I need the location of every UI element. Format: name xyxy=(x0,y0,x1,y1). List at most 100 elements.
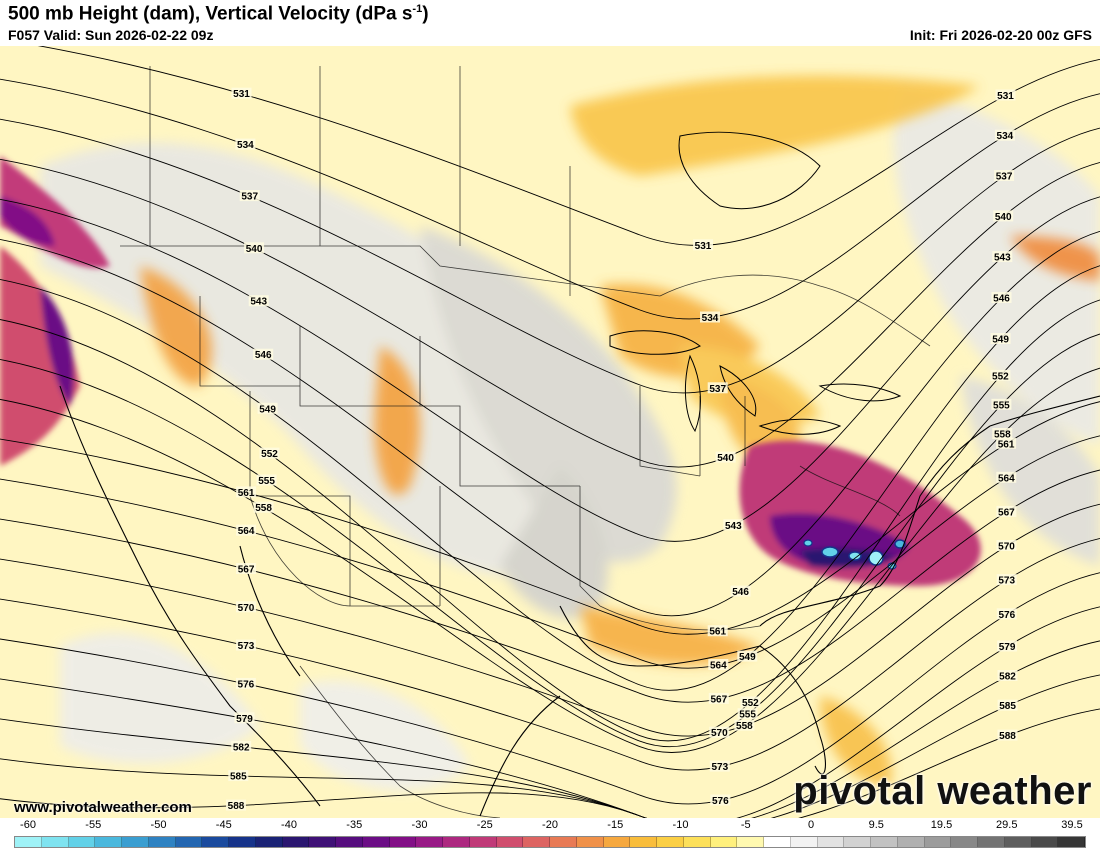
header: 500 mb Height (dam), Vertical Velocity (… xyxy=(0,0,1100,46)
contour-label-564: 564 xyxy=(710,661,727,672)
colorbar-swatch xyxy=(389,837,417,847)
map-panel[interactable]: 531 531 531 534 534 534 537 537 537 540 540 540 543 5… xyxy=(0,46,1100,818)
colorbar-swatch xyxy=(1004,837,1032,847)
contour-label-534: 534 xyxy=(237,140,254,151)
contour-label-bg xyxy=(256,474,277,486)
contour-label-bg xyxy=(990,333,1011,344)
contour-label-bg xyxy=(236,486,257,498)
contour-label-bg xyxy=(994,170,1015,181)
contour-labels: 531 531 531 534 534 534 537 537 537 540 540 540 543 5… xyxy=(226,87,1018,812)
contour-label-576: 576 xyxy=(998,610,1015,621)
contour-label-bg xyxy=(693,239,713,251)
contour-label-537: 537 xyxy=(996,172,1013,183)
colorbar-swatch xyxy=(122,837,149,847)
colorbar-swatch xyxy=(897,837,925,847)
title-text: 500 mb Height (dam), Vertical Velocity (… xyxy=(8,3,413,25)
contour-label-540: 540 xyxy=(246,244,263,255)
colorbar-swatch xyxy=(336,837,363,847)
title-end: ) xyxy=(422,3,429,25)
contour-label-582: 582 xyxy=(233,742,250,753)
contour-label-bg xyxy=(259,447,280,459)
contour-label-bg xyxy=(991,292,1012,303)
contour-label-bg xyxy=(253,348,274,360)
height-contour-588 xyxy=(0,708,1100,818)
colorbar-tick-label: 29.5 xyxy=(996,819,1018,831)
colorbar-ticks: -60 -55 -50 -45 -40 -35 -30 -25 -20 -15 -10 -5 0 9.5 1… xyxy=(0,818,1100,832)
colorbar-tick-label: -30 xyxy=(411,819,428,831)
colorbar-swatch xyxy=(871,837,898,847)
contour-label-588: 588 xyxy=(999,731,1016,742)
colorbar-tick-label: -60 xyxy=(20,819,36,831)
init-time: Init: Fri 2026-02-20 00z GFS xyxy=(909,27,1092,43)
contour-label-567: 567 xyxy=(238,565,255,576)
contour-label-bg xyxy=(235,138,256,150)
contour-label-bg xyxy=(234,712,255,724)
contour-label-555: 555 xyxy=(993,400,1010,411)
contour-label-bg xyxy=(257,402,278,414)
height-contour-561 xyxy=(0,401,1100,635)
valid-time: F057 Valid: Sun 2026-02-22 09z xyxy=(8,27,214,43)
colorbar: -60 -55 -50 -45 -40 -35 -30 -25 -20 -15 -10 -5 0 9.5 1… xyxy=(0,818,1100,850)
height-contour-573 xyxy=(0,537,1100,771)
contour-label-bg xyxy=(997,640,1018,652)
colorbar-swatch xyxy=(41,837,69,847)
contour-label-552: 552 xyxy=(742,698,759,709)
contour-label-543: 543 xyxy=(725,521,742,532)
colorbar-swatch xyxy=(443,837,470,847)
contour-label-540: 540 xyxy=(717,453,734,464)
contour-label-561: 561 xyxy=(998,439,1015,450)
contour-label-561: 561 xyxy=(709,627,726,638)
contour-label-bg xyxy=(231,87,252,99)
contour-label-564: 564 xyxy=(998,473,1015,484)
website-url[interactable]: www.pivotalweather.com xyxy=(14,799,192,816)
contour-label-582: 582 xyxy=(999,672,1016,683)
contour-label-555: 555 xyxy=(739,710,756,721)
contour-label-567: 567 xyxy=(710,694,727,705)
map-canvas: 531 531 531 534 534 534 537 537 537 540 540 540 543 5… xyxy=(0,46,1100,818)
contour-label-bg xyxy=(709,726,730,738)
contour-label-531: 531 xyxy=(997,91,1014,102)
colorbar-tick-label: 39.5 xyxy=(1061,819,1083,831)
colorbar-swatch xyxy=(737,837,764,847)
contour-label-bg xyxy=(708,692,729,704)
contour-label-bg xyxy=(723,519,744,531)
colorbar-swatch xyxy=(817,837,845,847)
contour-label-552: 552 xyxy=(261,449,278,460)
contour-label-bg xyxy=(236,639,256,651)
height-contour-543 xyxy=(0,196,1100,542)
contour-label-bg xyxy=(734,719,755,731)
colorbar-swatch xyxy=(469,837,497,847)
contour-label-573: 573 xyxy=(238,641,255,652)
colorbar-swatch xyxy=(416,837,443,847)
contour-label-558: 558 xyxy=(994,430,1011,441)
contour-label-570: 570 xyxy=(711,728,728,739)
colorbar-tick-label: -10 xyxy=(672,819,689,831)
contour-label-bg xyxy=(737,708,758,720)
height-contour-546 xyxy=(0,230,1100,617)
contour-label-579: 579 xyxy=(236,714,253,725)
contour-label-549: 549 xyxy=(259,404,276,415)
contour-label-546: 546 xyxy=(732,587,749,598)
contour-label-bg xyxy=(239,190,260,202)
height-contour-537 xyxy=(0,118,1100,394)
height-contour-564 xyxy=(0,435,1100,669)
colorbar-swatch xyxy=(255,837,283,847)
contour-label-bg xyxy=(997,729,1018,741)
contour-label-bg xyxy=(993,210,1014,222)
contour-label-bg xyxy=(997,670,1018,681)
contour-label-bg xyxy=(996,437,1017,449)
contour-label-555: 555 xyxy=(258,476,275,487)
colorbar-swatch xyxy=(951,837,978,847)
height-contour-540 xyxy=(0,158,1100,468)
height-contour-555 xyxy=(0,333,1100,748)
contour-label-549: 549 xyxy=(739,652,756,663)
contour-label-549: 549 xyxy=(992,335,1009,346)
colorbar-swatch xyxy=(175,837,203,847)
contour-label-bg xyxy=(996,574,1017,586)
height-contour-552 xyxy=(0,299,1100,742)
contour-label-bg xyxy=(226,799,246,811)
colorbar-tick-label: -45 xyxy=(215,819,232,831)
contour-label-bg xyxy=(990,369,1011,381)
title-superscript: -1 xyxy=(412,3,423,15)
colorbar-swatch xyxy=(924,837,952,847)
